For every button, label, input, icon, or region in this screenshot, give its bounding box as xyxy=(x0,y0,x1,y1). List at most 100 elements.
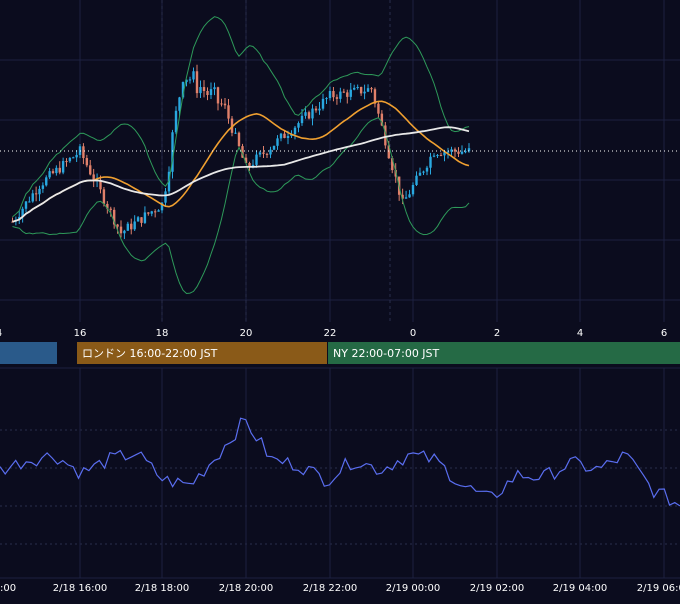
candle-body-73 xyxy=(262,152,265,154)
candle-body-23 xyxy=(89,165,92,175)
candle-body-119 xyxy=(422,171,425,173)
candle-body-96 xyxy=(342,91,346,93)
candle-body-128 xyxy=(453,149,457,152)
candle-body-83 xyxy=(297,123,300,128)
candle-body-55 xyxy=(199,87,202,94)
candle-body-113 xyxy=(401,194,404,199)
candle-body-123 xyxy=(436,155,439,157)
candle-body-94 xyxy=(335,97,339,99)
bollinger-upper-line xyxy=(12,16,470,218)
candle-body-44 xyxy=(160,202,164,211)
candle-body-118 xyxy=(418,172,422,176)
price-x-tick-0: 4 xyxy=(0,328,2,339)
candle-body-74 xyxy=(265,153,269,155)
candle-body-5 xyxy=(28,201,31,203)
candle-body-121 xyxy=(429,156,432,168)
candle-body-65 xyxy=(234,132,237,134)
candle-body-57 xyxy=(206,90,209,96)
bollinger-lower-line xyxy=(12,117,470,295)
candle-body-59 xyxy=(213,87,216,90)
candle-body-91 xyxy=(325,98,328,100)
candle-body-84 xyxy=(300,115,304,124)
candle-body-17 xyxy=(68,157,72,162)
candle-body-52 xyxy=(188,79,192,81)
candle-body-39 xyxy=(143,212,147,223)
candle-body-37 xyxy=(136,217,140,222)
price-x-tick-7: 4 xyxy=(577,328,583,339)
candle-body-21 xyxy=(82,146,85,159)
candle-body-130 xyxy=(460,151,464,154)
candle-body-114 xyxy=(404,197,408,199)
candle-body-67 xyxy=(241,146,244,158)
price-x-tick-1: 16 xyxy=(74,328,87,339)
candle-body-78 xyxy=(279,133,283,139)
candle-body-87 xyxy=(311,108,314,119)
candle-body-110 xyxy=(391,158,394,171)
price-x-tick-8: 6 xyxy=(661,328,667,339)
candle-body-9 xyxy=(41,185,45,189)
oscillator-line xyxy=(0,417,680,507)
candle-body-70 xyxy=(251,164,255,167)
candle-body-98 xyxy=(349,89,352,97)
candle-body-103 xyxy=(366,88,370,92)
candle-body-24 xyxy=(92,174,95,181)
price-x-tick-6: 2 xyxy=(494,328,500,339)
candle-body-68 xyxy=(244,157,248,164)
candle-body-49 xyxy=(178,97,181,111)
candle-body-56 xyxy=(202,87,206,91)
osc-x-tick-3: 2/18 22:00 xyxy=(303,583,357,594)
candles xyxy=(11,64,471,239)
candle-body-58 xyxy=(209,89,213,96)
candle-body-86 xyxy=(307,112,311,119)
candle-body-50 xyxy=(181,82,185,98)
candle-body-66 xyxy=(237,132,241,147)
candle-body-28 xyxy=(106,203,109,209)
candle-body-60 xyxy=(216,87,220,104)
candle-body-34 xyxy=(126,223,130,231)
candle-body-71 xyxy=(255,154,258,165)
candle-body-125 xyxy=(443,152,446,156)
candle-body-99 xyxy=(353,87,356,90)
candle-body-53 xyxy=(192,71,195,80)
candle-body-89 xyxy=(318,108,321,111)
moving-average-orange-line xyxy=(12,100,470,223)
osc-x-tick-7: 2/19 06:00 xyxy=(637,583,680,594)
candle-body-120 xyxy=(425,167,429,172)
candle-body-127 xyxy=(450,149,453,152)
candle-body-124 xyxy=(439,155,443,157)
candle-body-10 xyxy=(45,177,48,186)
candle-body-3 xyxy=(21,208,24,217)
candle-body-131 xyxy=(464,151,467,153)
osc-x-tick-2: 2/18 20:00 xyxy=(219,583,273,594)
session-band-2 xyxy=(328,342,680,364)
candle-body-132 xyxy=(467,148,471,152)
candle-body-26 xyxy=(99,180,102,190)
candle-body-116 xyxy=(411,184,415,195)
candle-body-27 xyxy=(102,189,106,204)
candle-body-38 xyxy=(140,217,143,223)
candle-body-7 xyxy=(34,193,38,195)
candle-body-4 xyxy=(24,201,28,209)
candle-body-76 xyxy=(272,145,276,150)
candle-body-43 xyxy=(157,210,160,212)
candle-body-77 xyxy=(276,138,279,146)
candle-body-11 xyxy=(48,171,51,178)
candle-body-16 xyxy=(65,161,68,163)
candle-body-64 xyxy=(230,118,234,133)
candle-body-82 xyxy=(293,127,297,135)
candle-body-40 xyxy=(147,212,150,214)
candle-body-101 xyxy=(359,87,363,94)
osc-x-tick-0: 2/18 16:00 xyxy=(53,583,107,594)
osc-x-tick-4: 2/19 00:00 xyxy=(386,583,440,594)
candle-body-115 xyxy=(408,194,411,198)
candle-body-54 xyxy=(195,71,199,94)
candle-body-18 xyxy=(72,157,75,159)
candle-body-80 xyxy=(286,136,290,138)
candle-body-0 xyxy=(11,221,14,223)
candle-body-69 xyxy=(248,163,251,167)
osc-x-tick-5: 2/19 02:00 xyxy=(470,583,524,594)
candle-body-85 xyxy=(304,112,307,116)
candle-body-45 xyxy=(164,191,167,203)
osc-x-tick-partial: :00 xyxy=(0,583,16,594)
